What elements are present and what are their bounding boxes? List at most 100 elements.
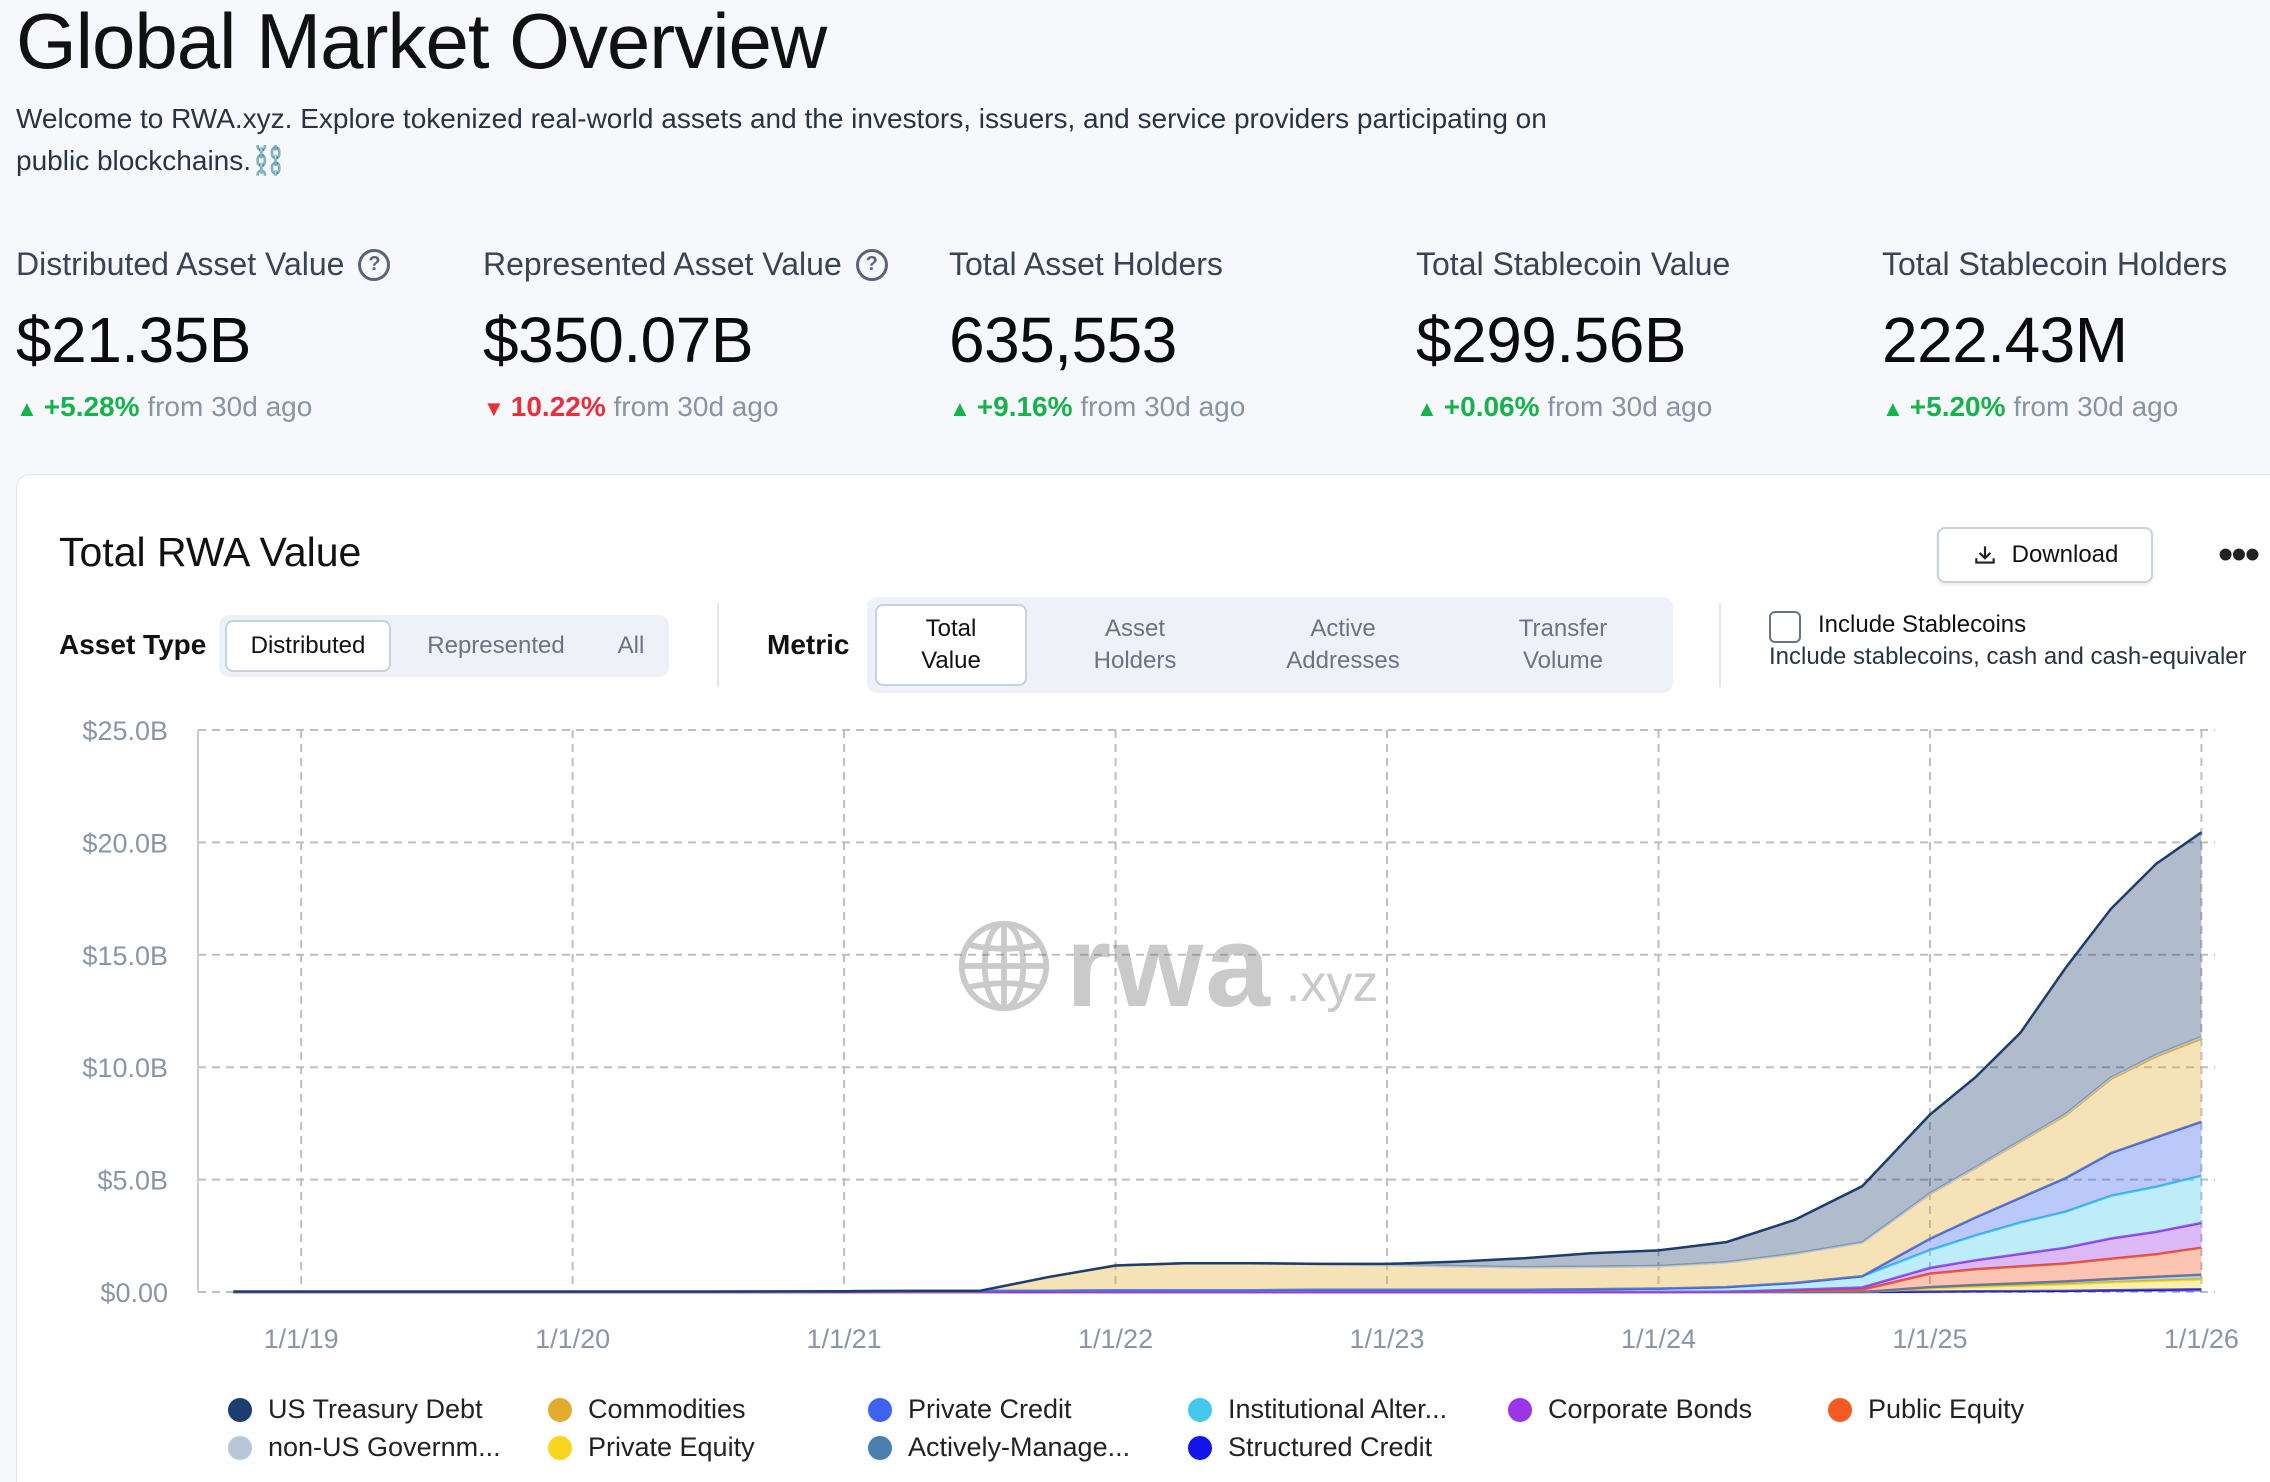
area-private-equity (233, 1279, 2202, 1292)
stat-label: Total Stablecoin Value (1416, 246, 1731, 282)
legend-item[interactable]: Corporate Bonds (1508, 1394, 1752, 1425)
include-stablecoins-description: Include stablecoins, cash and cash-equiv… (1769, 643, 2247, 670)
stat-value: $21.35B (16, 304, 251, 376)
legend-dot (868, 1397, 892, 1422)
page-title: Global Market Overview (16, 0, 827, 85)
legend-dot (1828, 1397, 1852, 1422)
legend-dot (1508, 1397, 1532, 1422)
stat-change-up: ▲ +9.16% (949, 391, 1073, 422)
x-tick-label: 1/1/19 (264, 1324, 339, 1354)
metric-asset-holders[interactable]: Asset Holders (1093, 615, 1177, 674)
asset-type-all[interactable]: All (617, 632, 645, 659)
x-tick-label: 1/1/22 (1078, 1324, 1153, 1354)
legend-item[interactable]: Private Equity (548, 1432, 755, 1463)
legend-item[interactable]: Institutional Alter... (1188, 1394, 1447, 1425)
legend-item[interactable]: non-US Governm... (228, 1432, 501, 1463)
stat-label: Represented Asset Value (483, 246, 842, 282)
stat-distributed-asset-value: Distributed Asset Value? $21.35B ▲ +5.28%… (16, 246, 476, 423)
stat-total-asset-holders: Total Asset Holders 635,553 ▲ +9.16% from… (949, 246, 1409, 423)
legend-dot (1188, 1435, 1212, 1460)
divider (717, 603, 719, 687)
metric-label: Metric (767, 629, 850, 660)
stat-change-up: ▲ +5.28% (16, 391, 140, 422)
x-tick-label: 1/1/21 (807, 1324, 882, 1354)
stat-label: Distributed Asset Value (16, 246, 345, 282)
y-tick-label: $25.0B (82, 716, 168, 746)
stat-change-value: +5.20% (1909, 391, 2006, 422)
stat-value: 635,553 (949, 304, 1177, 376)
download-button[interactable]: Download (1937, 527, 2153, 583)
legend-item[interactable]: Public Equity (1828, 1394, 2024, 1425)
line-us-treasury-debt (233, 831, 2203, 1293)
metric-active-addresses[interactable]: Active Addresses (1286, 615, 1400, 674)
legend-item[interactable]: Structured Credit (1188, 1432, 1432, 1463)
legend-dot (548, 1397, 572, 1422)
download-icon (1974, 546, 1995, 564)
x-tick-label: 1/1/20 (535, 1324, 610, 1354)
y-tick-label: $15.0B (82, 941, 168, 971)
stat-represented-asset-value: Represented Asset Value? $350.07B ▼ 10.22… (483, 246, 943, 423)
watermark-text: rwa (1066, 901, 1272, 1031)
stat-change-value: 10.22% (510, 391, 606, 422)
x-tick-label: 1/1/24 (1621, 1324, 1696, 1354)
divider (1719, 603, 1721, 687)
y-tick-label: $20.0B (82, 828, 168, 858)
stat-value: $299.56B (1416, 304, 1687, 376)
triangle-up-icon: ▲ (1882, 396, 1904, 421)
legend-item[interactable]: US Treasury Debt (228, 1394, 483, 1425)
rwa-watermark: rwa .xyz (956, 908, 1378, 1024)
legend-dot (868, 1435, 892, 1460)
help-icon[interactable]: ? (855, 248, 888, 281)
stat-change-suffix: from 30d ago (1080, 391, 1246, 422)
legend-label: non-US Governm... (268, 1432, 501, 1462)
y-tick-label: $5.0B (97, 1166, 168, 1196)
download-label: Download (2011, 541, 2119, 568)
stat-change-suffix: from 30d ago (147, 391, 313, 422)
include-stablecoins-checkbox[interactable] (1769, 611, 1801, 643)
triangle-down-icon: ▼ (483, 396, 505, 421)
stat-label: Total Asset Holders (949, 246, 1223, 282)
stat-change-up: ▲ +0.06% (1416, 391, 1540, 422)
stat-change-value: +0.06% (1443, 391, 1540, 422)
legend-item[interactable]: Private Credit (868, 1394, 1072, 1425)
legend-label: Private Credit (908, 1394, 1072, 1424)
watermark-suffix: .xyz (1285, 955, 1379, 1013)
triangle-up-icon: ▲ (16, 396, 38, 421)
stat-change-up: ▲ +5.20% (1882, 391, 2006, 422)
stats-row: Distributed Asset Value? $21.35B ▲ +5.28%… (16, 246, 2270, 426)
x-tick-label: 1/1/26 (2164, 1324, 2239, 1354)
metric-toggle: Total Value Asset Holders Active Address… (867, 597, 1673, 693)
legend-label: Structured Credit (1228, 1432, 1433, 1462)
legend-label: Corporate Bonds (1548, 1394, 1753, 1424)
stat-change-value: +5.28% (43, 391, 140, 422)
stat-label: Total Stablecoin Holders (1882, 246, 2228, 282)
metric-total-value[interactable]: Total Value (875, 604, 1027, 686)
stat-value: $350.07B (483, 304, 754, 376)
legend-label: US Treasury Debt (268, 1394, 483, 1424)
page-subtitle: Welcome to RWA.xyz. Explore tokenized re… (16, 103, 1547, 176)
stat-change-suffix: from 30d ago (613, 391, 779, 422)
card-title: Total RWA Value (59, 529, 362, 575)
y-tick-label: $0.00 (100, 1278, 168, 1308)
legend-item[interactable]: Actively-Manage... (868, 1432, 1130, 1463)
legend-dot (228, 1397, 252, 1422)
more-options-icon[interactable]: ••• (2217, 530, 2260, 579)
stat-change-value: +9.16% (976, 391, 1073, 422)
include-stablecoins-label[interactable]: Include Stablecoins (1818, 611, 2027, 638)
x-tick-label: 1/1/23 (1349, 1324, 1424, 1354)
y-tick-label: $10.0B (82, 1053, 168, 1083)
legend-dot (1188, 1397, 1212, 1422)
triangle-up-icon: ▲ (949, 396, 971, 421)
asset-type-toggle: Distributed Represented All (219, 615, 669, 677)
globe-icon (958, 920, 1050, 1012)
asset-type-represented[interactable]: Represented (427, 632, 565, 659)
legend-item[interactable]: Commodities (548, 1394, 746, 1425)
asset-type-distributed[interactable]: Distributed (225, 620, 391, 672)
stat-total-stablecoin-value: Total Stablecoin Value $299.56B ▲ +0.06% … (1416, 246, 1876, 423)
metric-transfer-volume[interactable]: Transfer Volume (1518, 615, 1608, 674)
stat-value: 222.43M (1882, 304, 2128, 376)
stat-total-stablecoin-holders: Total Stablecoin Holders 222.43M ▲ +5.20%… (1882, 246, 2270, 423)
help-icon[interactable]: ? (358, 248, 391, 281)
stat-change-suffix: from 30d ago (1547, 391, 1713, 422)
